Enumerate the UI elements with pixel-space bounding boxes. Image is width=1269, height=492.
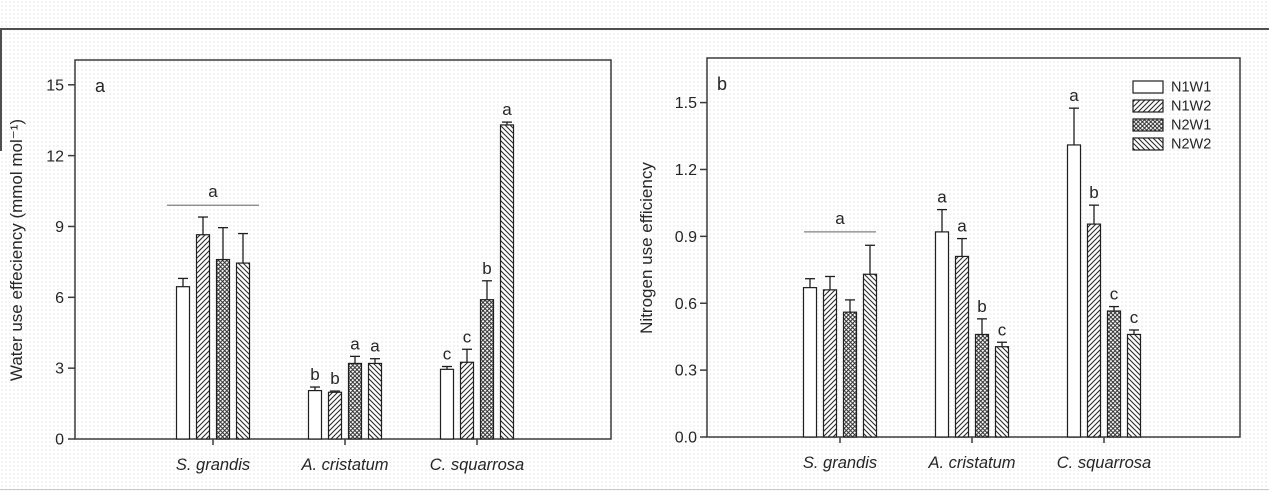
bar-N2W2 [862, 273, 878, 438]
group-significance-letter: a [835, 209, 845, 228]
significance-letter: a [1069, 86, 1079, 105]
bar-N2W2 [235, 262, 251, 440]
significance-letter: b [977, 297, 986, 316]
bar-N2W1 [974, 333, 990, 438]
significance-letter: c [1130, 308, 1139, 327]
bar-N1W2 [327, 391, 343, 440]
bar-N1W2 [195, 234, 211, 440]
legend-label: N2W2 [1171, 137, 1211, 153]
significance-letter: c [998, 320, 1007, 339]
legend: N1W1 N1W2 N2W1 N2W2 [1132, 80, 1211, 153]
y-tick-label: 1.5 [675, 95, 697, 112]
bar-N2W1 [842, 311, 858, 438]
y-tick-label: 0.0 [675, 430, 697, 447]
y-tick-label: 15 [46, 78, 64, 95]
screen-edge-left-line [0, 29, 2, 151]
bar-N1W1 [934, 231, 950, 438]
y-tick-label: 12 [46, 148, 64, 165]
bar-N2W1 [1106, 310, 1122, 438]
bar-N1W1 [175, 286, 191, 440]
bar-N1W1 [802, 287, 818, 438]
panel-a-letter: a [95, 76, 106, 96]
y-tick-label: 0.3 [675, 363, 697, 380]
panel-b-y-axis-title: Nitrogen use efficiency [637, 162, 656, 334]
bar-N1W1 [439, 368, 455, 440]
x-category-label: S. grandis [803, 454, 877, 472]
bar-N2W2 [499, 124, 515, 440]
bar-N2W2 [994, 346, 1010, 438]
significance-letter: b [482, 259, 491, 278]
significance-letter: c [463, 327, 472, 346]
panel-a-frame [74, 59, 612, 440]
x-category-label: A. cristatum [300, 456, 388, 474]
y-tick-label: 0.9 [675, 229, 697, 246]
bar-N1W1 [307, 389, 323, 440]
legend-label: N2W1 [1171, 118, 1211, 134]
legend-label: N1W1 [1171, 80, 1211, 96]
bar-N2W2 [367, 362, 383, 440]
y-tick-label: 1.2 [675, 162, 697, 179]
significance-letter: a [370, 337, 380, 356]
panel-a-y-axis-title: Water use effeciency (mmol mol⁻¹) [7, 119, 26, 381]
legend-swatch-n2w2 [1132, 137, 1164, 151]
bar-N2W1 [215, 258, 231, 440]
bar-N2W1 [347, 362, 363, 440]
legend-swatch-n1w1 [1132, 80, 1164, 94]
bar-N1W1 [1066, 144, 1082, 438]
significance-letter: c [1110, 285, 1119, 304]
legend-swatch-n2w1 [1132, 118, 1164, 132]
panel-b-frame [706, 57, 1241, 438]
screen-edge-bottom-line [0, 489, 1269, 490]
legend-swatch-n1w2 [1132, 99, 1164, 113]
significance-letter: a [957, 217, 967, 236]
significance-letter: a [502, 100, 512, 119]
panel-b-letter: b [717, 74, 727, 94]
significance-letter: c [443, 345, 452, 364]
bar-N2W1 [479, 299, 495, 440]
y-tick-label: 3 [55, 361, 64, 378]
x-category-label: A. cristatum [927, 454, 1015, 472]
significance-letter: a [350, 334, 360, 353]
screen-edge-top-line [0, 28, 1269, 30]
bar-N1W2 [459, 361, 475, 440]
x-category-label: C. squarrosa [1057, 454, 1151, 472]
significance-letter: b [310, 365, 319, 384]
y-tick-label: 0.6 [675, 296, 697, 313]
bar-N1W2 [822, 289, 838, 438]
significance-letter: a [937, 188, 947, 207]
significance-letter: b [1089, 183, 1098, 202]
y-tick-label: 0 [55, 432, 64, 449]
legend-label: N1W2 [1171, 99, 1211, 115]
group-significance-letter: a [208, 182, 218, 201]
bar-N2W2 [1126, 333, 1142, 438]
x-category-label: S. grandis [176, 456, 250, 474]
x-category-label: C. squarrosa [430, 456, 524, 474]
bar-N1W2 [1086, 223, 1102, 438]
y-tick-label: 6 [55, 290, 64, 307]
bar-N1W2 [954, 255, 970, 438]
significance-letter: b [330, 369, 339, 388]
y-tick-label: 9 [55, 219, 64, 236]
